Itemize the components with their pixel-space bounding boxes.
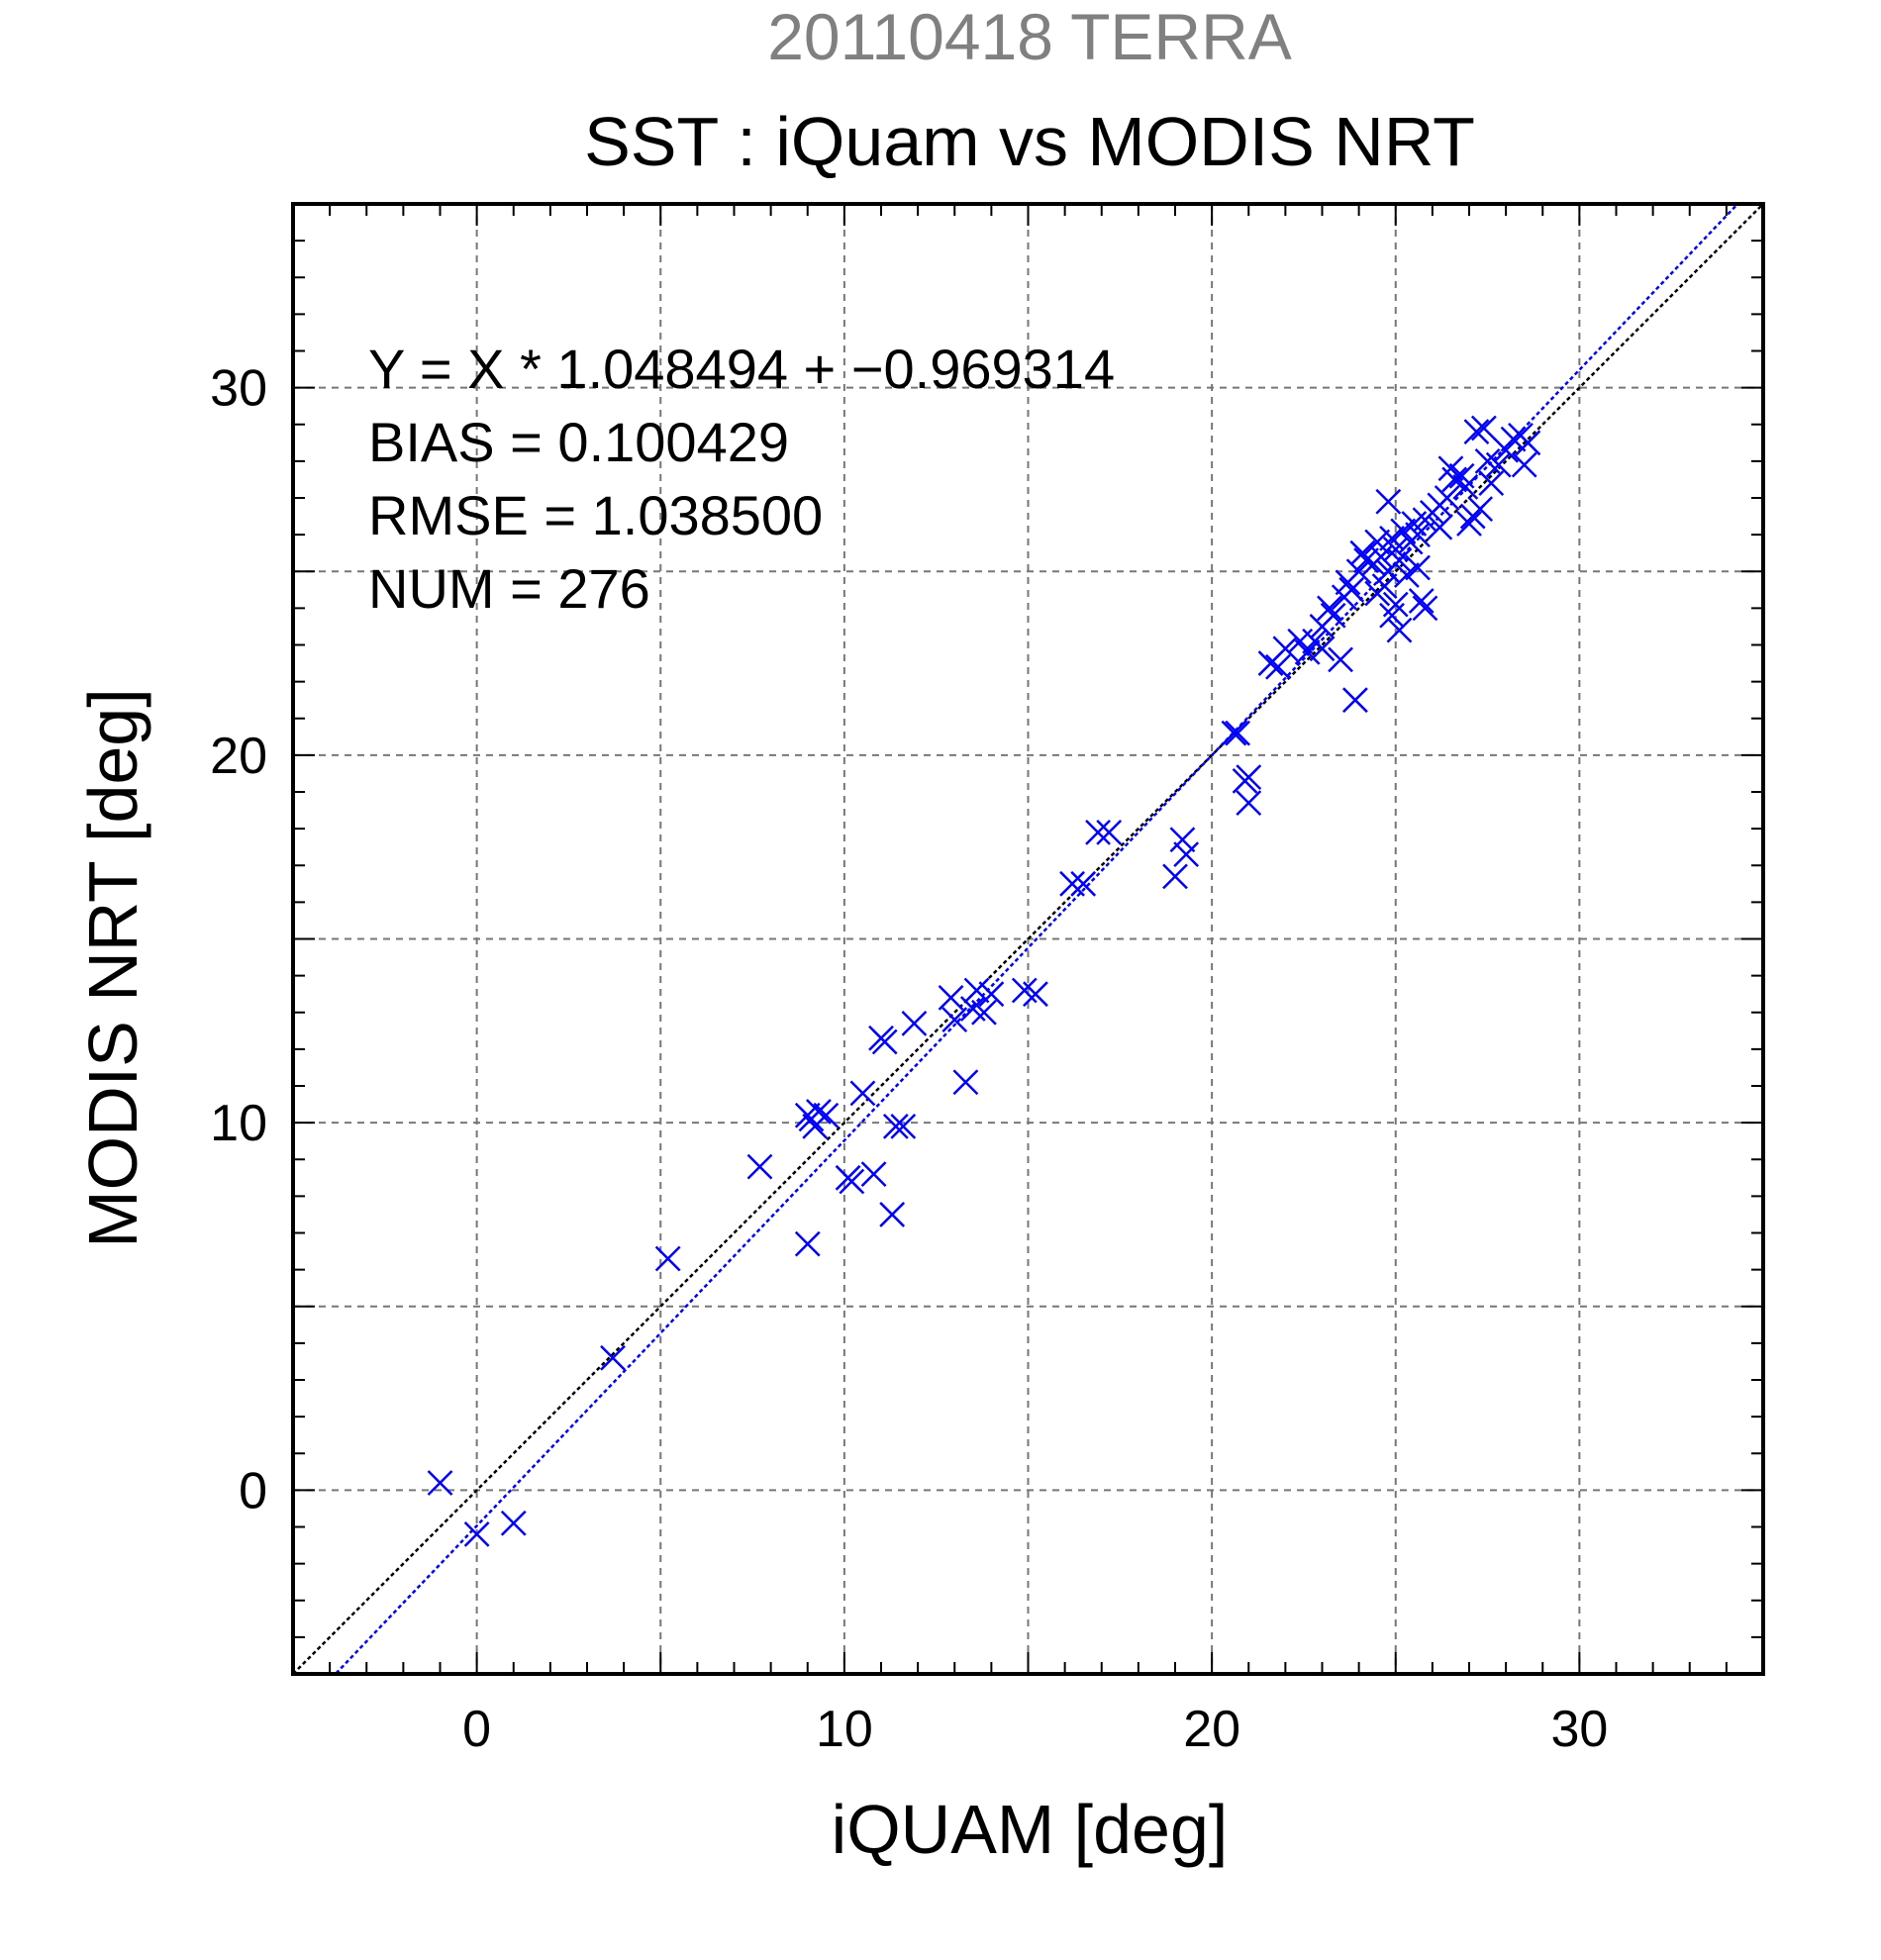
data-point (963, 977, 990, 1004)
data-point (1515, 430, 1541, 456)
data-point (1169, 827, 1196, 853)
data-point (1386, 547, 1413, 573)
data-point (1405, 522, 1431, 548)
data-point (500, 1510, 527, 1536)
stats-annotation: Y = X * 1.048494 + −0.969314 (368, 338, 1115, 400)
data-point (1394, 562, 1420, 588)
data-point (1320, 602, 1346, 629)
x-tick-label: 30 (1550, 1701, 1608, 1758)
data-point (1309, 636, 1336, 662)
data-point (871, 1029, 898, 1055)
fit-line (334, 204, 1739, 1674)
data-point (1405, 554, 1431, 581)
data-point (1317, 595, 1342, 622)
data-point (1463, 419, 1490, 445)
chart-title: SST : iQuam vs MODIS NRT (584, 103, 1475, 180)
y-tick-label: 10 (210, 1095, 267, 1152)
data-point (1342, 687, 1368, 714)
data-point (1085, 819, 1111, 845)
data-point (1353, 547, 1379, 573)
data-point (794, 1102, 821, 1128)
y-tick-label: 20 (210, 728, 267, 785)
data-point (1364, 529, 1391, 555)
data-point (1294, 639, 1321, 665)
x-tick-label: 0 (462, 1701, 491, 1758)
data-point (890, 1113, 917, 1139)
data-point (1379, 602, 1405, 629)
data-point (1225, 720, 1250, 746)
chart-suptitle: 20110418 TERRA (767, 0, 1292, 73)
data-point (1478, 470, 1505, 497)
data-point (1236, 790, 1262, 817)
x-axis-label: iQUAM [deg] (832, 1791, 1229, 1868)
data-point (971, 999, 997, 1026)
data-point (1070, 870, 1097, 897)
stats-annotation: NUM = 276 (368, 557, 650, 620)
data-point (1096, 819, 1123, 845)
data-point (1364, 580, 1391, 607)
data-point (1265, 653, 1291, 680)
data-point (1437, 455, 1464, 482)
data-point (1375, 488, 1402, 515)
x-tick-label: 10 (816, 1701, 873, 1758)
data-point (427, 1470, 453, 1496)
data-point (941, 1007, 968, 1033)
x-tick-label: 20 (1183, 1701, 1240, 1758)
data-point (463, 1521, 490, 1547)
data-point (1412, 595, 1438, 622)
identity-line (293, 204, 1763, 1674)
data-point (1470, 415, 1497, 441)
stats-annotation: RMSE = 1.038500 (368, 484, 823, 546)
y-tick-label: 0 (239, 1462, 267, 1519)
data-point (1162, 863, 1188, 890)
data-point (1474, 447, 1501, 474)
y-tick-label: 30 (210, 360, 267, 418)
data-point (1221, 720, 1247, 746)
data-point (952, 1069, 979, 1096)
data-point (1427, 514, 1453, 540)
plot-frame (291, 202, 1765, 1676)
data-point (879, 1202, 906, 1227)
data-point (860, 1161, 887, 1187)
data-point (1338, 576, 1365, 603)
data-point (813, 1102, 840, 1128)
data-point (1452, 473, 1479, 500)
data-point (978, 981, 1005, 1008)
data-point (1390, 518, 1417, 544)
data-point (938, 985, 964, 1011)
data-point (1408, 588, 1435, 614)
data-point (839, 1168, 865, 1195)
data-point (746, 1153, 773, 1180)
data-point (1511, 451, 1537, 478)
data-point (1023, 981, 1048, 1008)
data-point (654, 1245, 681, 1272)
data-point (1173, 841, 1200, 867)
data-point (600, 1344, 626, 1371)
y-axis-label: MODIS NRT [deg] (74, 688, 151, 1247)
data-point (882, 1113, 909, 1139)
data-point (1500, 426, 1527, 452)
data-point (1434, 485, 1460, 511)
data-point (1456, 511, 1482, 537)
stats-annotation: BIAS = 0.100429 (368, 411, 789, 473)
data-point (794, 1230, 821, 1257)
data-point (1059, 870, 1085, 897)
data-point (901, 1011, 928, 1036)
data-point (849, 1080, 876, 1107)
plot-area: 0 10 20 30 0 10 20 30 Y = X * 1.048494 + −0.9693… (210, 202, 1765, 1758)
data-point (1386, 617, 1413, 643)
data-point (1272, 636, 1299, 662)
data-point (1236, 764, 1262, 791)
data-point (1328, 646, 1353, 673)
data-point (1459, 503, 1486, 530)
